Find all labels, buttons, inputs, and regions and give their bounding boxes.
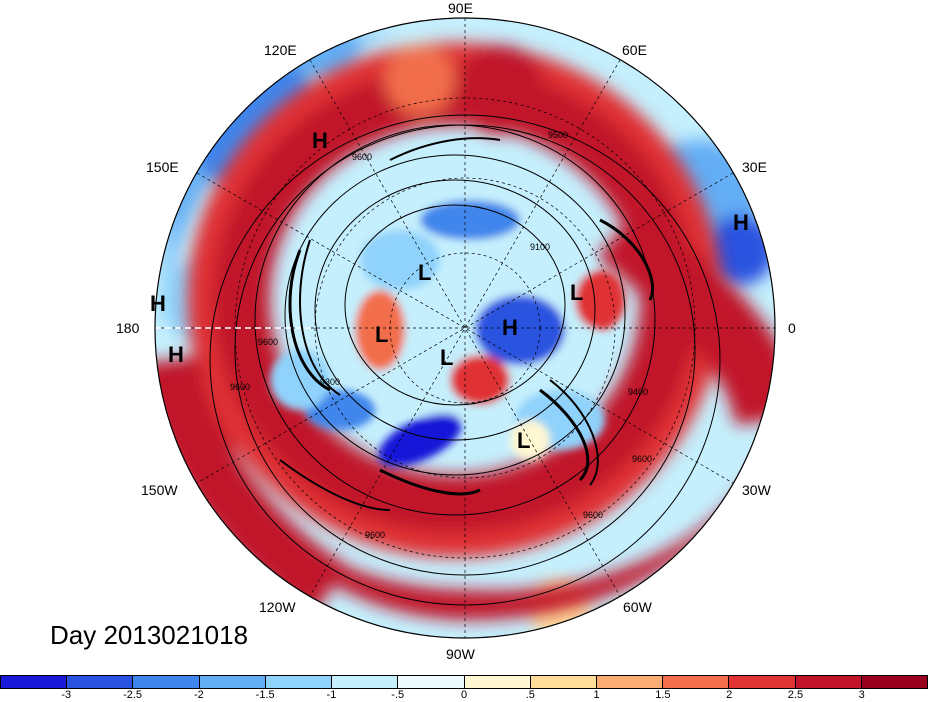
contour-label: 9500 (548, 130, 568, 140)
colorbar-tick-label: 2.5 (787, 689, 804, 701)
colorbar-cell (464, 676, 531, 688)
polar-map: 9500 9600 9100 9600 9300 9400 9600 9600 … (116, 0, 796, 662)
colorbar-tick-label: -1 (326, 689, 337, 701)
contour-labels: 9500 9600 9100 9600 9300 9400 9600 9600 … (230, 130, 652, 540)
colorbar-tick-label: 0 (460, 689, 468, 701)
colorbar-tick-label: 1 (593, 689, 600, 701)
pressure-centers: H H H H H L L L L L (150, 128, 749, 453)
lon-label-120e: 120E (264, 42, 297, 58)
contour-label: 9600 (583, 510, 603, 520)
lon-label-150w: 150W (141, 482, 178, 498)
colorbar-tick-label: .5 (525, 689, 535, 701)
lon-label-0: 0 (788, 320, 796, 336)
colorbar-tick-label: -.5 (391, 689, 405, 701)
map-border (154, 17, 776, 639)
lon-label-150e: 150E (146, 159, 179, 175)
contour-label: 9600 (258, 337, 278, 347)
contour-label: 9600 (365, 530, 385, 540)
longitude-labels: 90E 60E 30E 0 30W 60W 90W 120W 150W 180 … (116, 0, 796, 662)
colorbar (0, 675, 928, 689)
contour-label: 9600 (352, 152, 372, 162)
high-center: H (168, 342, 184, 367)
contour-label: 9300 (320, 377, 340, 387)
low-center: L (517, 428, 530, 453)
colorbar-cell (530, 676, 597, 688)
colorbar-cell (596, 676, 664, 688)
colorbar-tick-label: -1.5 (255, 689, 275, 701)
lon-label-90e: 90E (448, 0, 473, 16)
contour-label: 9400 (628, 387, 648, 397)
lon-label-30e: 30E (742, 159, 767, 175)
lon-label-30w: 30W (742, 482, 772, 498)
colorbar-cell (398, 676, 465, 688)
lon-label-90w: 90W (446, 646, 476, 662)
colorbar-tick-label: -3 (61, 689, 72, 701)
lon-label-180: 180 (116, 320, 140, 336)
lon-label-120w: 120W (259, 599, 296, 615)
colorbar-cell (861, 676, 928, 688)
graticule (155, 18, 775, 638)
contour-label: 9600 (632, 454, 652, 464)
colorbar-tick-label: -2 (193, 689, 204, 701)
colorbar-tick-label: -2.5 (123, 689, 143, 701)
colorbar-tick-label: 2 (726, 689, 733, 701)
high-center: H (502, 315, 518, 340)
lon-label-60e: 60E (622, 42, 647, 58)
low-center: L (440, 345, 453, 370)
geopotential-contours (209, 114, 721, 606)
colorbar-cell (265, 676, 333, 688)
colorbar-cell (67, 676, 134, 688)
low-center: L (418, 260, 431, 285)
low-center: L (375, 322, 388, 347)
colorbar-cell (729, 676, 796, 688)
colorbar-cell (663, 676, 730, 688)
colorbar-cell (795, 676, 862, 688)
contour-label: 9100 (530, 242, 550, 252)
lon-label-60w: 60W (623, 599, 653, 615)
high-center: H (312, 128, 328, 153)
day-label: Day 2013021018 (50, 620, 249, 650)
colorbar-tick-label: 1.5 (655, 689, 671, 701)
colorbar-cell (133, 676, 200, 688)
colorbar-cell (199, 676, 266, 688)
high-center: H (150, 291, 166, 316)
low-center: L (570, 280, 583, 305)
colorbar-ticks: -3 -2.5 -2 -1.5 -1 -.5 0 .5 1 1.5 2 2.5 3 (0, 689, 928, 702)
anomaly-field (155, 18, 775, 638)
high-center: H (733, 210, 749, 235)
colorbar-cell (332, 676, 399, 688)
contour-label: 9600 (230, 382, 250, 392)
colorbar-tick-label: 3 (858, 689, 865, 701)
colorbar-cell (1, 676, 68, 688)
